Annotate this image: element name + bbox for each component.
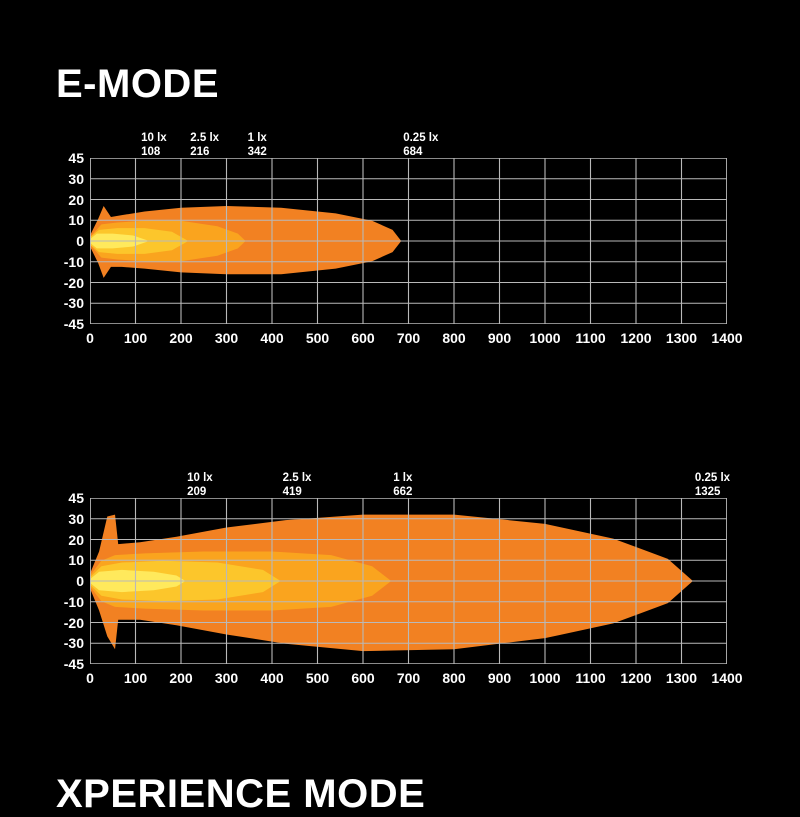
y-tick-label: 10 [68, 552, 84, 569]
lux-distance: 108 [141, 145, 161, 158]
x-tick-label: 1100 [575, 330, 606, 346]
y-tick-label: 30 [68, 510, 84, 527]
lux-marker-label: 0.25 lx 1325 [695, 472, 730, 499]
x-tick-label: 600 [351, 330, 375, 346]
x-tick-label: 1000 [529, 670, 561, 686]
plot-area-emode [90, 158, 727, 324]
x-tick-label: 1200 [620, 330, 652, 346]
lux-marker-label: 1 lx 342 [248, 132, 267, 159]
y-tick-label: 30 [68, 170, 84, 187]
lux-marker-label: 1 lx 662 [393, 472, 412, 499]
lux-value: 10 lx [187, 472, 213, 484]
x-tick-label: 1400 [711, 670, 743, 686]
lux-marker-label: 10 lx 209 [187, 472, 213, 499]
lux-value: 2.5 lx [282, 472, 312, 484]
y-tick-label: 20 [68, 191, 84, 208]
chart-title-emode: E-MODE [56, 62, 219, 106]
beam-pattern-emode [90, 205, 402, 278]
lux-marker-label: 2.5 lx 419 [283, 472, 312, 499]
x-tick-label: 1400 [711, 330, 743, 346]
chart-block-emode: E-MODE 10 lx 108 2.5 lx 216 1 lx 342 0.25 lx 68… [0, 0, 800, 380]
beam-layer [90, 514, 693, 652]
x-tick-label: 1100 [575, 670, 606, 686]
grid-xmode [90, 498, 727, 664]
x-tick-label: 400 [260, 330, 284, 346]
x-tick-label: 600 [351, 670, 375, 686]
x-tick-label: 100 [123, 670, 148, 686]
y-tick-label: 20 [68, 531, 84, 548]
lux-value: 0.25 lx [403, 132, 439, 144]
grid-emode [90, 158, 727, 324]
lux-value: 1 lx [393, 472, 413, 484]
x-tick-label: 200 [169, 670, 193, 686]
lux-distance: 419 [282, 485, 302, 498]
x-axis-xmode: 0 100 200 300 400 500 600 700 800 900 1000 1100 1200… [86, 670, 742, 691]
x-tick-label: 0 [86, 670, 94, 686]
lux-value: 0.25 lx [694, 472, 731, 484]
x-tick-label: 700 [396, 330, 421, 346]
y-tick-label: -45 [63, 656, 84, 672]
lux-value: 1 lx [247, 132, 267, 144]
x-tick-label: 1300 [665, 670, 698, 686]
x-tick-label: 100 [123, 330, 148, 346]
lux-marker-label: 10 lx 108 [141, 132, 167, 159]
y-axis-emode: 45 30 20 10 0 -10 -20 -30 -45 [40, 151, 84, 331]
y-tick-label: -30 [63, 295, 84, 312]
x-tick-label: 800 [442, 330, 466, 346]
lux-marker-label: 2.5 lx 216 [190, 132, 219, 159]
y-tick-label: 10 [68, 212, 84, 229]
y-tick-label: -10 [63, 253, 84, 270]
y-tick-label: 0 [76, 233, 84, 249]
lux-distance: 684 [403, 145, 423, 158]
y-tick-label: -30 [63, 635, 84, 652]
x-tick-label: 1000 [529, 330, 561, 346]
x-tick-label: 500 [305, 330, 330, 346]
lux-value: 10 lx [141, 132, 167, 144]
x-tick-label: 900 [487, 670, 512, 686]
lux-distance: 662 [393, 485, 413, 498]
x-tick-label: 1200 [620, 670, 652, 686]
lux-marker-label: 0.25 lx 684 [403, 132, 438, 159]
y-tick-label: 45 [68, 490, 84, 506]
lux-marker-row-xmode: 10 lx 209 2.5 lx 419 1 lx 662 0.25 lx 1325 [90, 472, 730, 502]
lux-marker-row-emode: 10 lx 108 2.5 lx 216 1 lx 342 0.25 lx 684 [90, 132, 727, 162]
lux-distance: 342 [247, 145, 267, 158]
lux-distance: 1325 [694, 485, 721, 498]
y-tick-label: 0 [76, 573, 84, 589]
x-tick-label: 0 [86, 330, 94, 346]
x-tick-label: 200 [169, 330, 193, 346]
y-tick-label: -20 [63, 274, 84, 291]
x-axis-emode: 0 100 200 300 400 500 600 700 800 900 1000 1100 1200… [86, 330, 742, 351]
lux-distance: 216 [190, 145, 210, 158]
y-tick-label: -45 [63, 316, 84, 332]
x-tick-label: 300 [214, 670, 239, 686]
plot-area-xmode [90, 498, 727, 664]
x-tick-label: 300 [214, 330, 239, 346]
lux-distance: 209 [187, 485, 207, 498]
lux-value: 2.5 lx [190, 132, 220, 144]
y-tick-label: -20 [63, 614, 84, 631]
x-tick-label: 500 [305, 670, 330, 686]
x-tick-label: 1300 [665, 330, 698, 346]
chart-title-xmode: XPERIENCE MODE [56, 772, 426, 816]
y-tick-label: -10 [63, 593, 84, 610]
x-tick-label: 700 [396, 670, 421, 686]
y-axis-xmode: 45 30 20 10 0 -10 -20 -30 -45 [40, 491, 84, 671]
y-tick-label: 45 [68, 150, 84, 166]
x-tick-label: 800 [442, 670, 466, 686]
x-tick-label: 900 [487, 330, 512, 346]
x-tick-label: 400 [260, 670, 284, 686]
